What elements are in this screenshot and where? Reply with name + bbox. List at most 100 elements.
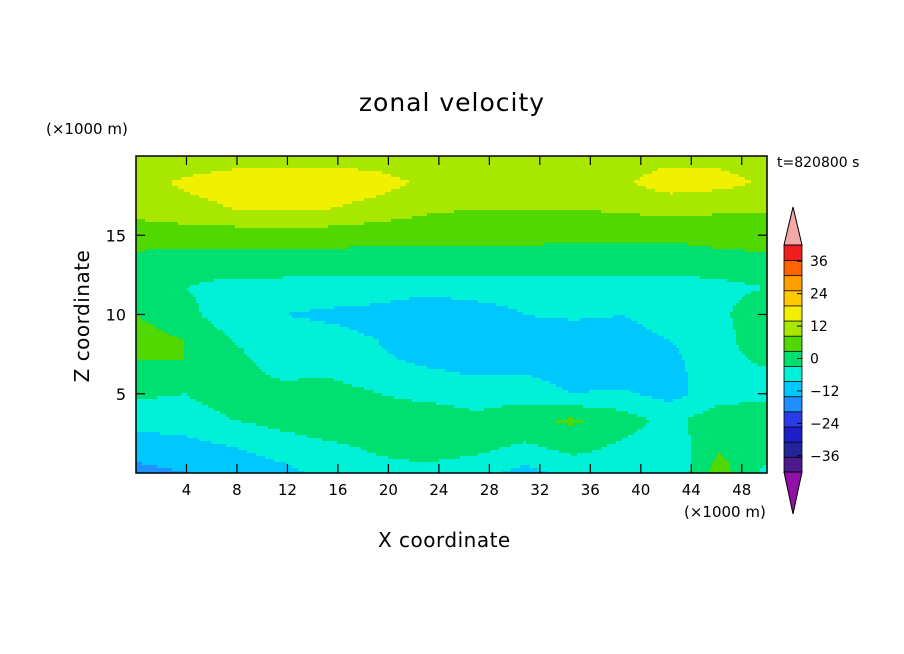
field-cell: [592, 207, 596, 211]
field-cell: [640, 168, 644, 172]
field-cell: [598, 183, 602, 187]
field-cell: [265, 198, 269, 202]
field-cell: [154, 219, 158, 223]
field-cell: [613, 195, 617, 199]
field-cell: [331, 204, 335, 208]
field-cell: [193, 159, 197, 163]
field-cell: [457, 195, 461, 199]
field-cell: [145, 186, 149, 190]
field-cell: [640, 216, 644, 220]
field-cell: [706, 183, 710, 187]
field-cell: [274, 183, 278, 187]
field-cell: [745, 189, 749, 193]
field-cell: [727, 183, 731, 187]
field-cell: [220, 213, 224, 217]
field-cell: [676, 204, 680, 208]
x-axis-unit: (×1000 m): [684, 503, 766, 521]
field-cell: [364, 213, 368, 217]
field-cell: [397, 174, 401, 178]
field-cell: [484, 162, 488, 166]
field-cell: [418, 207, 422, 211]
field-cell: [643, 156, 647, 160]
field-cell: [208, 219, 212, 223]
field-cell: [325, 156, 329, 160]
field-cell: [730, 201, 734, 205]
field-cell: [268, 186, 272, 190]
field-cell: [319, 180, 323, 184]
field-cell: [589, 174, 593, 178]
field-cell: [382, 201, 386, 205]
field-cell: [361, 174, 365, 178]
field-cell: [520, 201, 524, 205]
field-cell: [439, 210, 443, 214]
field-cell: [172, 189, 176, 193]
field-cell: [226, 189, 230, 193]
field-cell: [541, 165, 545, 169]
field-cell: [517, 156, 521, 160]
field-cell: [202, 171, 206, 175]
field-cell: [475, 183, 479, 187]
field-cell: [556, 216, 560, 220]
field-cell: [655, 180, 659, 184]
field-cell: [700, 198, 704, 202]
field-cell: [196, 189, 200, 193]
field-cell: [709, 162, 713, 166]
field-cell: [268, 174, 272, 178]
field-cell: [691, 204, 695, 208]
field-cell: [442, 174, 446, 178]
field-cell: [517, 171, 521, 175]
field-cell: [316, 183, 320, 187]
field-cell: [763, 201, 767, 205]
field-cell: [298, 186, 302, 190]
field-cell: [211, 201, 215, 205]
field-cell: [349, 183, 353, 187]
field-cell: [142, 183, 146, 187]
field-cell: [475, 201, 479, 205]
field-cell: [382, 186, 386, 190]
field-cell: [517, 210, 521, 214]
field-cell: [391, 186, 395, 190]
field-cell: [322, 156, 326, 160]
field-cell: [433, 198, 437, 202]
field-cell: [343, 174, 347, 178]
field-cell: [463, 201, 467, 205]
field-cell: [181, 156, 185, 160]
field-cell: [541, 159, 545, 163]
field-cell: [475, 216, 479, 220]
field-cell: [649, 156, 653, 160]
field-cell: [295, 171, 299, 175]
field-cell: [337, 216, 341, 220]
field-cell: [385, 177, 389, 181]
field-cell: [400, 165, 404, 169]
field-cell: [661, 168, 665, 172]
field-cell: [631, 174, 635, 178]
field-cell: [613, 165, 617, 169]
field-cell: [523, 216, 527, 220]
field-cell: [733, 183, 737, 187]
field-cell: [523, 171, 527, 175]
field-cell: [604, 204, 608, 208]
field-cell: [277, 171, 281, 175]
field-cell: [169, 186, 173, 190]
field-cell: [595, 159, 599, 163]
field-cell: [514, 174, 518, 178]
field-cell: [433, 174, 437, 178]
field-cell: [439, 165, 443, 169]
field-cell: [697, 195, 701, 199]
field-cell: [607, 168, 611, 172]
field-cell: [484, 195, 488, 199]
field-cell: [676, 177, 680, 181]
field-cell: [223, 192, 227, 196]
field-cell: [220, 186, 224, 190]
field-cell: [322, 171, 326, 175]
field-cell: [508, 192, 512, 196]
field-cell: [733, 171, 737, 175]
field-cell: [289, 201, 293, 205]
field-cell: [226, 219, 230, 223]
field-cell: [403, 216, 407, 220]
field-cell: [136, 195, 140, 199]
field-cell: [661, 192, 665, 196]
field-cell: [520, 159, 524, 163]
field-cell: [283, 189, 287, 193]
field-cell: [358, 174, 362, 178]
